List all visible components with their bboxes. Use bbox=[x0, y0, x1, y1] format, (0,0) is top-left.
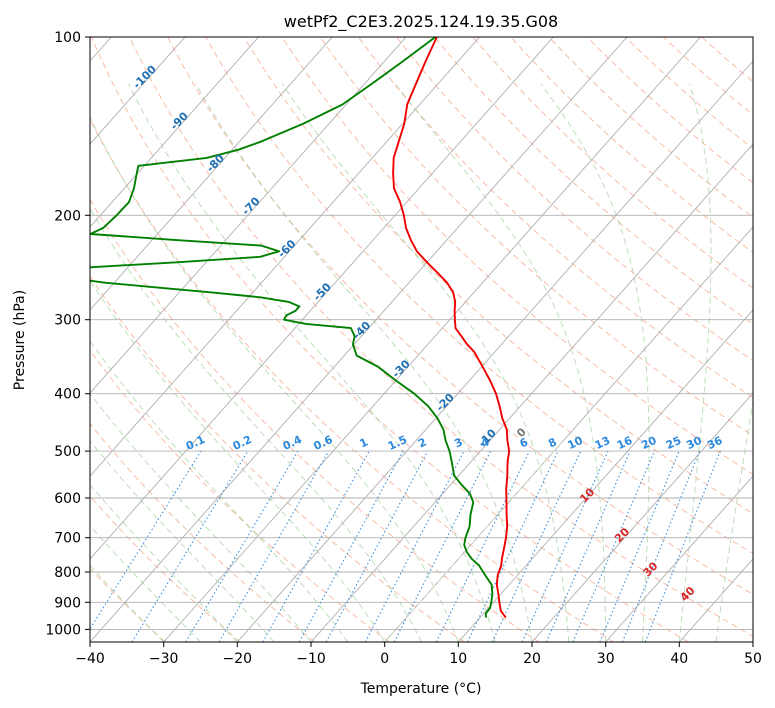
mixing-ratio-line bbox=[572, 450, 655, 642]
mixing-ratio-label: 20 bbox=[639, 434, 659, 452]
moist-adiabat bbox=[90, 440, 275, 642]
dry-adiabat bbox=[167, 37, 753, 596]
isotherm bbox=[605, 475, 753, 642]
moist-adiabat bbox=[540, 83, 650, 642]
x-tick-label: 50 bbox=[744, 651, 762, 667]
x-tick-label: −10 bbox=[296, 651, 326, 667]
dry-adiabat bbox=[434, 37, 753, 325]
isotherm bbox=[457, 309, 753, 642]
chart-title: wetPf2_C2E3.2025.124.19.35.G08 bbox=[284, 12, 558, 32]
x-tick-label: −40 bbox=[75, 651, 105, 667]
dry-adiabat bbox=[90, 422, 315, 642]
plot-background bbox=[90, 37, 753, 642]
mixing-ratio-line bbox=[545, 450, 631, 642]
x-tick-label: 20 bbox=[523, 651, 541, 667]
axis-ticks: −40 −30 −20 −10 0 10 20 30 40 50 100 200 300 400 500 60… bbox=[45, 30, 762, 667]
y-tick-label: 800 bbox=[54, 565, 81, 581]
x-tick-label: 0 bbox=[380, 651, 389, 667]
mixing-ratio-line bbox=[435, 450, 530, 642]
moist-adiabat bbox=[90, 279, 386, 642]
background-lines bbox=[90, 37, 753, 642]
y-tick-label: 900 bbox=[54, 595, 81, 611]
isotherm bbox=[163, 37, 701, 642]
moist-adiabat bbox=[195, 83, 533, 642]
dry-adiabat bbox=[243, 37, 753, 515]
y-tick-label: 700 bbox=[54, 531, 81, 547]
temperature-profile bbox=[392, 37, 511, 619]
isotherm bbox=[90, 37, 333, 311]
dewpoint-profile bbox=[90, 37, 494, 618]
isotherm bbox=[310, 143, 753, 642]
mixing-ratio-line bbox=[298, 450, 404, 642]
isotherm bbox=[90, 37, 407, 394]
moist-adiabat bbox=[90, 392, 312, 642]
dry-adiabat bbox=[281, 37, 753, 475]
mixing-ratio-line bbox=[262, 450, 370, 642]
mixing-ratio-label: 13 bbox=[593, 434, 612, 452]
x-tick-label: 40 bbox=[670, 651, 688, 667]
isotherm bbox=[90, 37, 259, 228]
mixing-ratio-label: 10 bbox=[566, 434, 586, 452]
isotherm bbox=[90, 37, 628, 642]
y-tick-label: 1000 bbox=[45, 622, 81, 638]
y-tick-label: 300 bbox=[54, 313, 81, 329]
y-tick-label: 500 bbox=[54, 444, 81, 460]
mixing-ratio-line bbox=[131, 450, 249, 642]
isotherm bbox=[90, 37, 186, 145]
x-tick-label: −30 bbox=[149, 651, 179, 667]
x-tick-label: 30 bbox=[597, 651, 615, 667]
moist-adiabat bbox=[128, 83, 496, 642]
sounding-profiles bbox=[90, 37, 511, 619]
mixing-ratio-label: 16 bbox=[615, 434, 635, 452]
mixing-ratio-line bbox=[467, 450, 559, 642]
mixing-ratio-line bbox=[491, 450, 582, 642]
moist-adiabat bbox=[90, 340, 349, 642]
dry-adiabat bbox=[90, 567, 166, 642]
moist-adiabat bbox=[90, 116, 459, 642]
mixing-ratio-line bbox=[325, 450, 429, 642]
mixing-ratio-label: 36 bbox=[705, 434, 725, 452]
mixing-ratio-line bbox=[185, 450, 299, 642]
isotherm bbox=[531, 392, 753, 642]
plot-frame bbox=[89, 36, 754, 643]
mixing-ratio-label: 30 bbox=[684, 434, 704, 452]
dry-adiabat bbox=[91, 37, 689, 642]
y-tick-label: 200 bbox=[54, 208, 81, 224]
isotherm bbox=[90, 37, 480, 477]
y-tick-label: 400 bbox=[54, 387, 81, 403]
y-tick-label: 600 bbox=[54, 491, 81, 507]
x-tick-label: −20 bbox=[223, 651, 253, 667]
moist-adiabat bbox=[395, 83, 607, 642]
mixing-ratio-label: 25 bbox=[664, 434, 683, 452]
mixing-ratio-line bbox=[218, 450, 330, 642]
moist-adiabat bbox=[678, 83, 712, 642]
y-axis-label: Pressure (hPa) bbox=[12, 290, 28, 390]
x-axis-label: Temperature (°C) bbox=[360, 681, 482, 697]
x-tick-label: 10 bbox=[449, 651, 467, 667]
mixing-ratio-line bbox=[599, 450, 680, 642]
mixing-ratio-line bbox=[90, 450, 202, 630]
isotherm bbox=[236, 60, 753, 642]
dry-adiabat bbox=[129, 37, 753, 637]
moist-adiabat bbox=[90, 207, 422, 642]
freezing-line bbox=[384, 440, 564, 642]
y-tick-label: 100 bbox=[54, 30, 81, 46]
moist-adiabat bbox=[281, 83, 570, 642]
isotherm bbox=[90, 37, 554, 560]
dry-adiabat bbox=[90, 198, 540, 642]
mixing-ratio-line bbox=[521, 450, 609, 642]
dry-adiabat bbox=[90, 495, 241, 642]
moist-adiabat bbox=[715, 398, 753, 642]
dry-adiabat bbox=[205, 37, 753, 555]
dry-adiabat bbox=[472, 37, 753, 289]
